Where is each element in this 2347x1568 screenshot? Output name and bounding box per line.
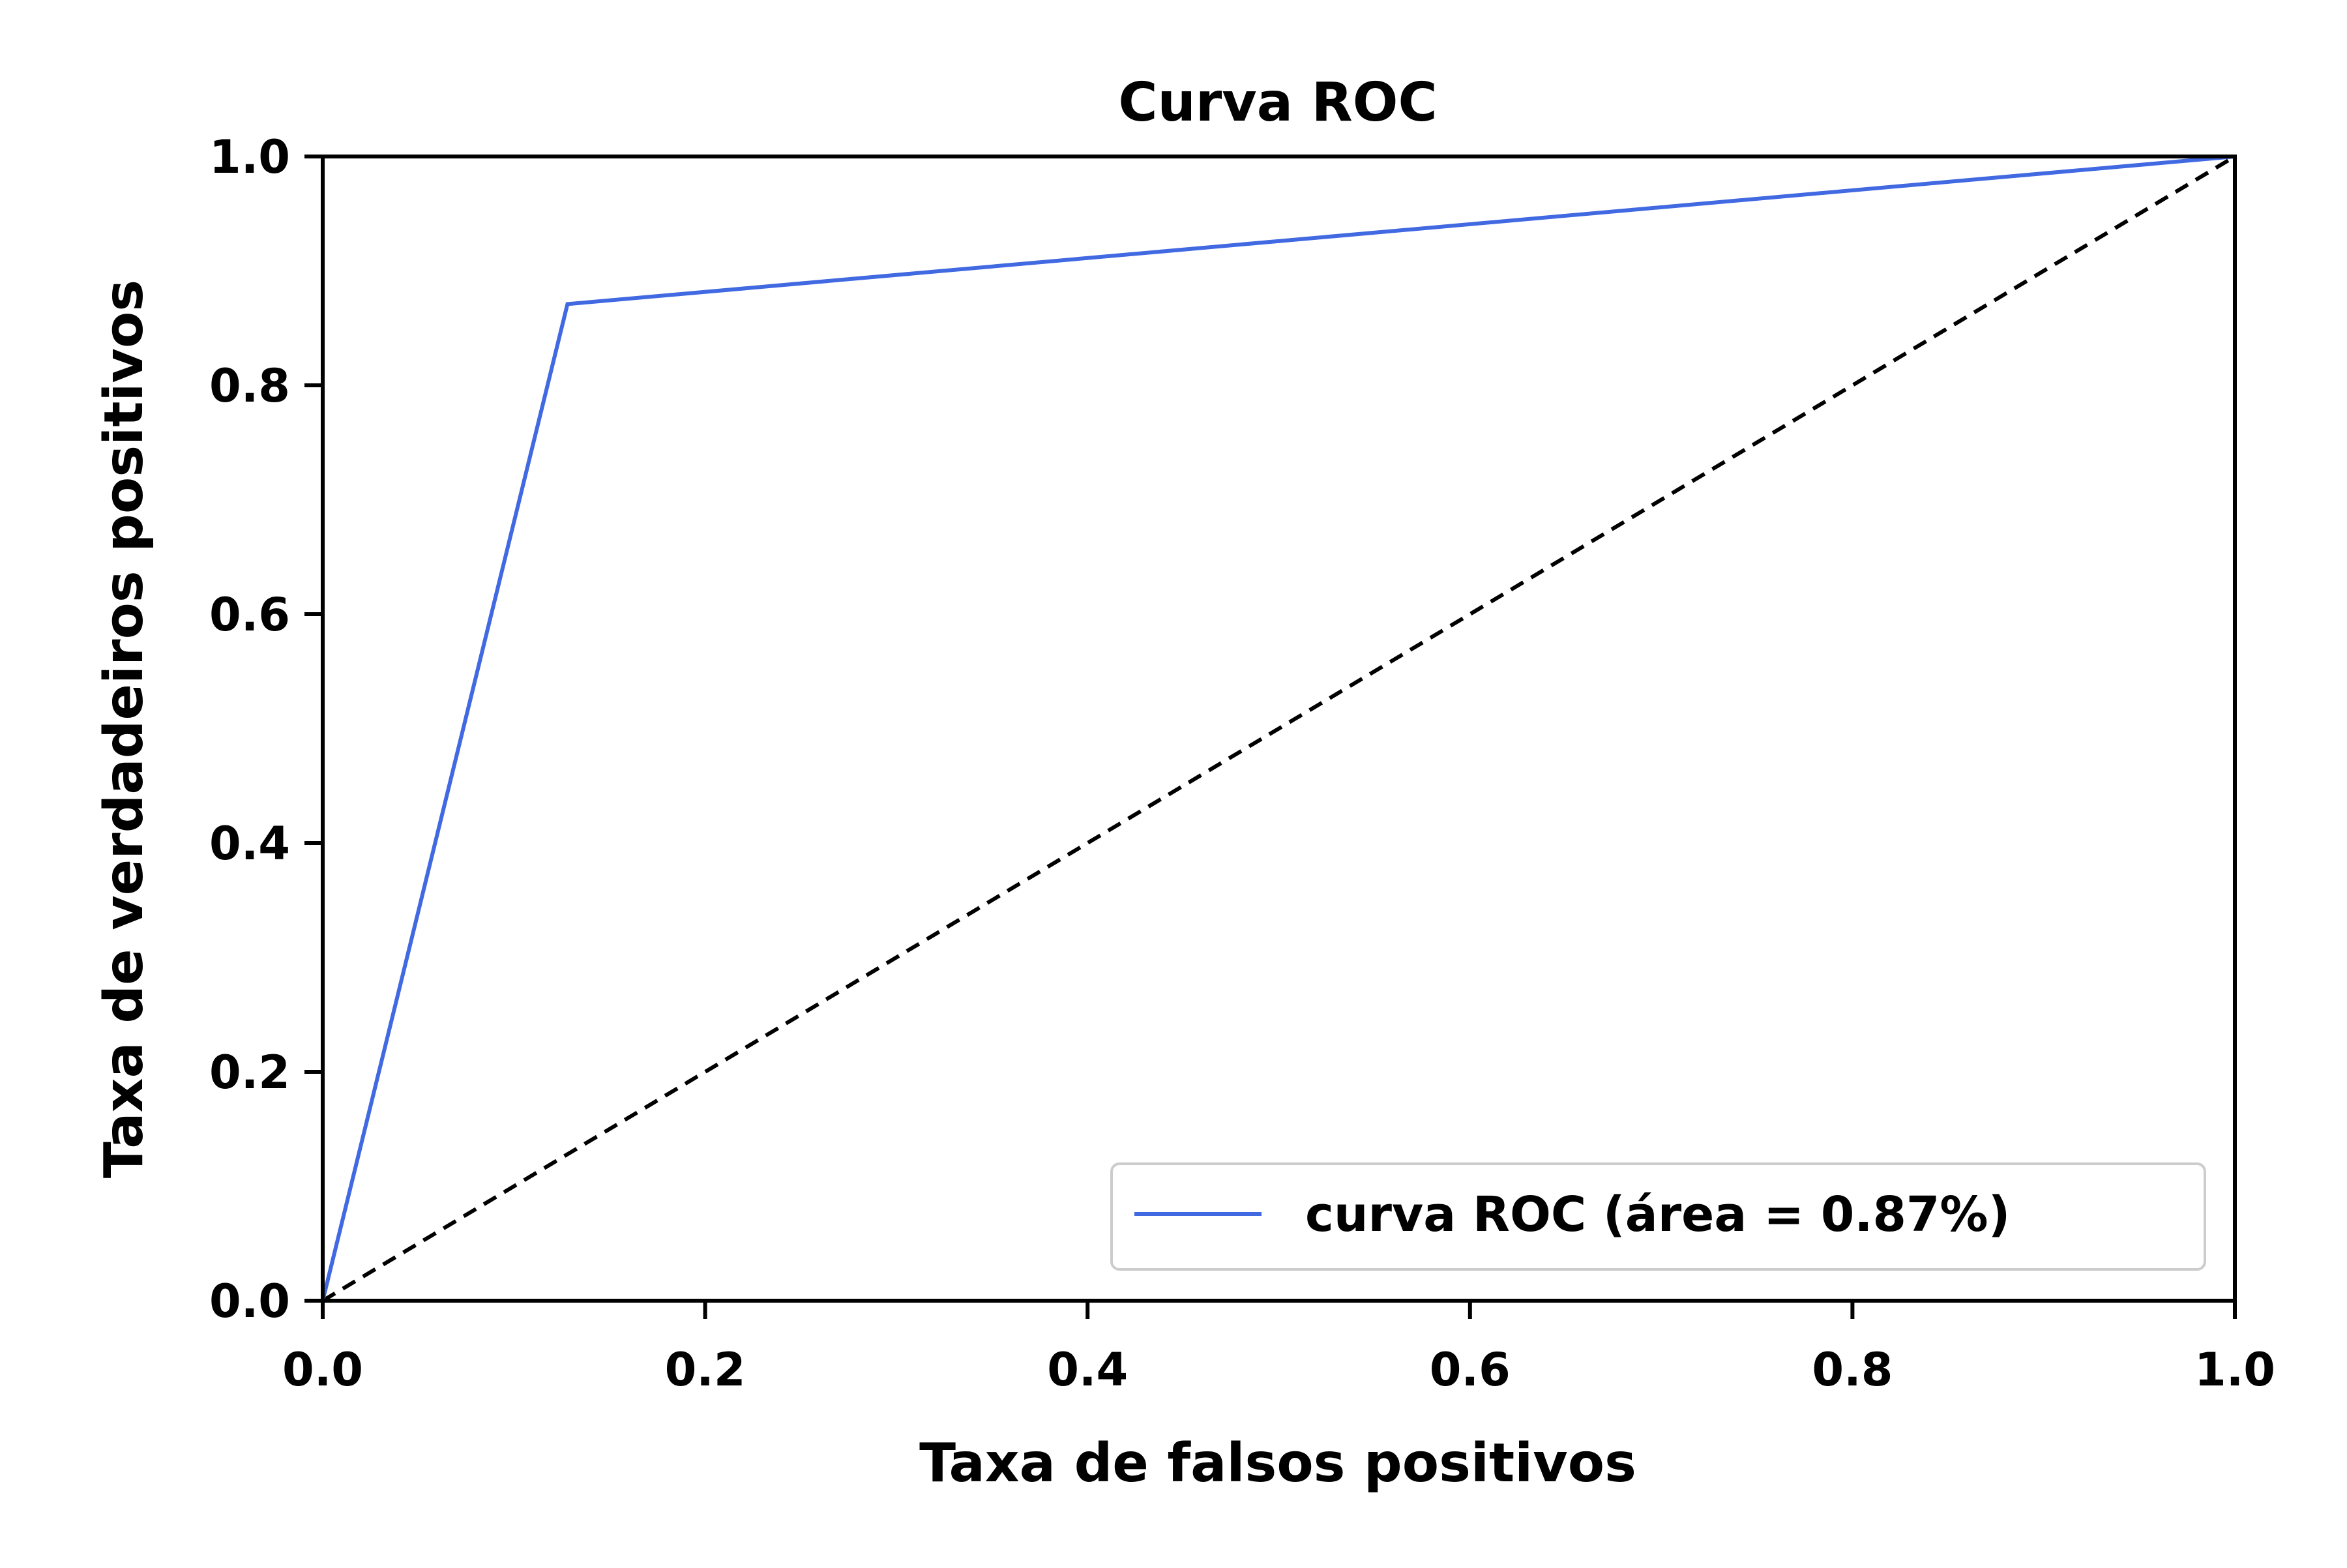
y-tick-label: 0.0	[209, 1275, 290, 1328]
y-tick-label: 1.0	[209, 130, 290, 184]
y-axis-ticks: 0.0 0.2 0.4 0.6 0.8 1.0	[209, 130, 323, 1328]
chart-title: Curva ROC	[1118, 72, 1437, 134]
y-axis-title: Taxa de verdadeiros positivos	[93, 280, 155, 1178]
y-tick-label: 0.4	[209, 817, 290, 870]
x-tick-label: 0.0	[282, 1343, 363, 1397]
x-axis-title: Taxa de falsos positivos	[919, 1432, 1636, 1494]
x-tick-label: 1.0	[2194, 1343, 2275, 1397]
x-axis-ticks: 0.0 0.2 0.4 0.6 0.8 1.0	[282, 1301, 2275, 1397]
legend: curva ROC (área = 0.87%)	[1110, 1162, 2206, 1271]
x-tick-label: 0.2	[665, 1343, 746, 1397]
legend-box	[1110, 1162, 2206, 1271]
legend-label: curva ROC (área = 0.87%)	[1305, 1187, 2010, 1243]
roc-curve-line	[321, 155, 2236, 1301]
y-tick-label: 0.2	[209, 1046, 290, 1099]
series-layer	[321, 155, 2236, 1303]
y-tick-label: 0.6	[209, 588, 290, 642]
x-tick-label: 0.8	[1812, 1343, 1893, 1397]
plot-frame	[321, 155, 2237, 1303]
plot-area	[321, 155, 2237, 1303]
y-tick-label: 0.8	[209, 359, 290, 413]
x-tick-label: 0.4	[1047, 1343, 1128, 1397]
x-tick-label: 0.6	[1430, 1343, 1511, 1397]
reference-diagonal-line	[321, 155, 2236, 1303]
